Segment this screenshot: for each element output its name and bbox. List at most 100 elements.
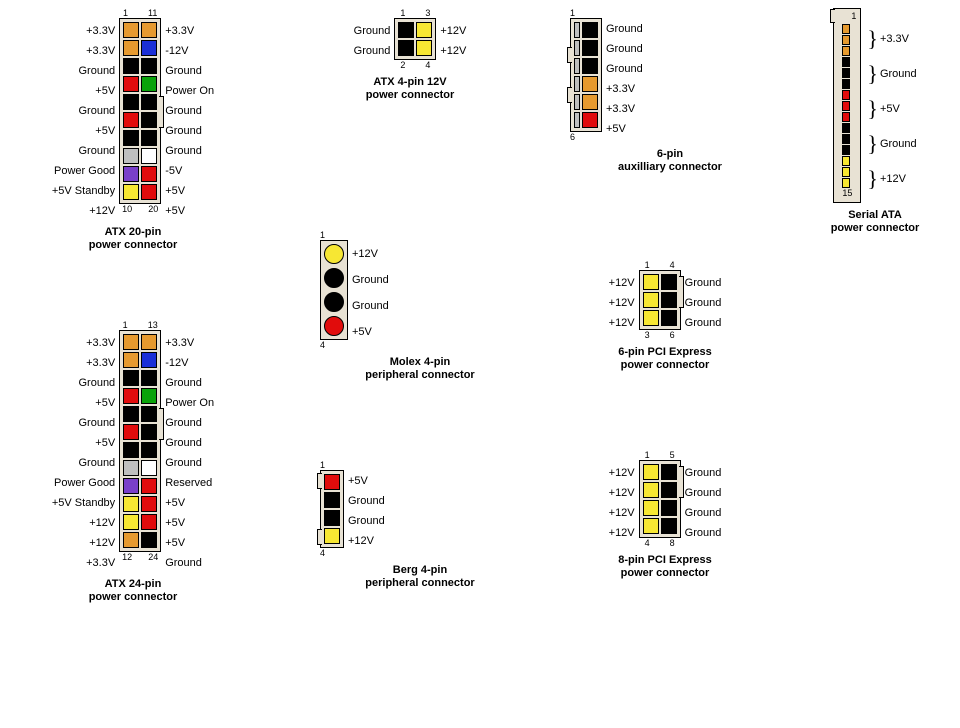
pin-label: +3.3V <box>52 354 119 372</box>
pin <box>141 40 157 56</box>
pin <box>324 474 340 490</box>
pin-label: +5V <box>161 202 214 220</box>
pin <box>661 274 677 290</box>
pcie6-connector: +12V+12V+12V 14 36 GroundGroundGround 6-… <box>540 260 790 372</box>
sata-pin <box>842 101 850 111</box>
pin <box>141 460 157 476</box>
pin-num: 1 <box>851 11 856 21</box>
pin <box>582 40 598 56</box>
pin-num: 10 <box>122 204 132 214</box>
molex-title: Molex 4-pinperipheral connector <box>365 356 474 382</box>
pin <box>582 22 598 38</box>
pin-label: +5V <box>161 494 214 512</box>
pin-label: Ground <box>161 122 214 140</box>
pin-label: +3.3V <box>161 22 214 40</box>
sata-pin <box>842 68 850 78</box>
pin <box>123 532 139 548</box>
pin-num: 4 <box>670 260 675 270</box>
pin <box>123 40 139 56</box>
atx4-housing <box>394 18 436 60</box>
pin-num: 24 <box>148 552 158 562</box>
pin <box>582 94 598 110</box>
molex-housing <box>320 240 348 340</box>
pin <box>123 370 139 386</box>
pin-label: } Ground <box>861 127 916 160</box>
pin <box>643 518 659 534</box>
pin <box>416 40 432 56</box>
pin-label: +5V <box>52 394 119 412</box>
pin <box>643 464 659 480</box>
pin <box>141 352 157 368</box>
berg-housing <box>320 470 344 548</box>
berg-title: Berg 4-pinperipheral connector <box>365 564 474 590</box>
pin <box>324 528 340 544</box>
sata-pin <box>842 123 850 133</box>
pin-label: } Ground <box>861 57 916 90</box>
pin-num: 1 <box>123 8 128 18</box>
pin-label: +12V <box>609 464 639 482</box>
pin <box>141 406 157 422</box>
bar <box>574 112 580 128</box>
pin <box>324 510 340 526</box>
pin-label: +5V <box>52 434 119 452</box>
pin <box>141 166 157 182</box>
pin-label: Ground <box>52 374 119 392</box>
sata-pin <box>842 167 850 177</box>
pin-num: 1 <box>320 230 325 240</box>
pin <box>643 274 659 290</box>
pin-label: +12V <box>609 314 639 332</box>
pin-label: Ground <box>681 294 722 312</box>
pin <box>661 518 677 534</box>
pin-label: +12V <box>436 42 466 60</box>
pin-label: Power Good <box>52 474 119 492</box>
pin-label: +5V <box>52 82 119 100</box>
bar <box>574 22 580 38</box>
pin <box>141 112 157 128</box>
sata-housing: 1 15 <box>833 8 861 203</box>
sata-pin <box>842 35 850 45</box>
pin-label: +5V <box>161 182 214 200</box>
pin-label: Ground <box>602 60 643 78</box>
pin <box>661 464 677 480</box>
sata-pin <box>842 46 850 56</box>
pin-label: +12V <box>344 532 385 550</box>
pin-num: 5 <box>670 450 675 460</box>
pin-label: +12V <box>436 22 466 40</box>
pin <box>123 478 139 494</box>
sata-connector: 1 15 } +3.3V} Ground} +5V} Ground} +12V … <box>800 8 950 235</box>
pin-label: Ground <box>681 484 722 502</box>
atx20-connector: +3.3V+3.3VGround+5VGround+5VGroundPower … <box>8 8 258 252</box>
pin <box>141 334 157 350</box>
pin <box>123 184 139 200</box>
atx4-connector: GroundGround 13 24 +12V+12V ATX 4-pin 12… <box>300 8 520 102</box>
brace-icon: } <box>867 137 878 150</box>
pin-label: Ground <box>354 22 395 40</box>
pin-num: 1 <box>320 460 325 470</box>
pin-label: } +5V <box>861 92 916 125</box>
pin-num: 4 <box>320 548 325 558</box>
pin <box>582 58 598 74</box>
pin-label: +3.3V <box>52 334 119 352</box>
pin-label: Ground <box>52 454 119 472</box>
pin-num: 1 <box>400 8 405 18</box>
pin-label: +3.3V <box>52 554 119 572</box>
pin <box>123 496 139 512</box>
pin-label: Ground <box>52 62 119 80</box>
pcie6-title: 6-pin PCI Expresspower connector <box>618 346 712 372</box>
pin-label: +12V <box>348 242 389 266</box>
pin-num: 8 <box>670 538 675 548</box>
pin-label: Ground <box>681 524 722 542</box>
pin-num: 1 <box>645 450 650 460</box>
pin-label: Ground <box>161 374 214 392</box>
pin-label: Power On <box>161 394 214 412</box>
pin <box>123 112 139 128</box>
pin-label: Ground <box>161 434 214 452</box>
pcie6-housing <box>639 270 681 330</box>
pin-num: 4 <box>425 60 430 70</box>
pin-num: 3 <box>645 330 650 340</box>
pin <box>123 94 139 110</box>
pin <box>141 388 157 404</box>
pin-label: Ground <box>52 414 119 432</box>
pin-label: Ground <box>348 294 389 318</box>
pin-num: 6 <box>670 330 675 340</box>
